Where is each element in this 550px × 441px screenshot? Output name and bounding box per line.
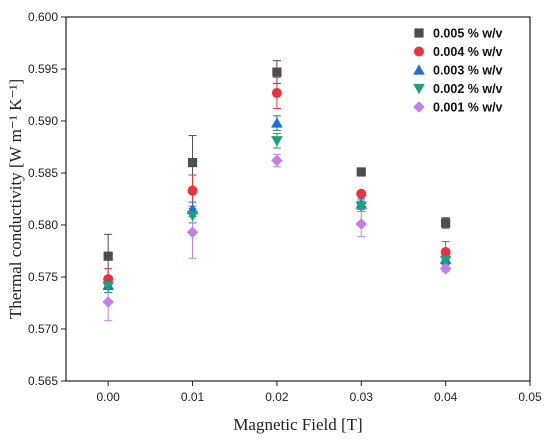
legend-label: 0.003 % w/v <box>433 64 503 78</box>
data-point <box>103 251 113 261</box>
y-tick-label: 0.565 <box>28 374 58 388</box>
data-point <box>441 218 451 228</box>
y-tick-label: 0.575 <box>28 270 58 284</box>
legend-marker <box>414 28 424 38</box>
data-point <box>271 154 283 167</box>
x-tick-label: 0.03 <box>350 390 374 404</box>
y-tick-label: 0.580 <box>28 218 58 232</box>
data-point <box>271 117 283 128</box>
y-tick-label: 0.595 <box>28 62 58 76</box>
legend-label: 0.004 % w/v <box>433 45 503 59</box>
error-bars <box>104 60 450 322</box>
legend-marker <box>413 101 425 113</box>
data-point <box>440 247 451 258</box>
plot-frame <box>65 16 531 382</box>
data-point <box>271 87 282 98</box>
data-point <box>355 201 368 213</box>
data-point <box>272 67 282 77</box>
x-tick-label: 0.00 <box>97 390 121 404</box>
x-tick-label: 0.01 <box>181 390 205 404</box>
data-point <box>187 158 198 168</box>
data-point <box>102 296 114 308</box>
y-axis-title: Thermal conductivity [W m⁻¹ K⁻¹] <box>6 79 25 319</box>
legend-marker <box>413 64 425 75</box>
data-point <box>356 188 367 199</box>
y-tick-label: 0.590 <box>28 114 58 128</box>
legend-marker <box>414 46 424 57</box>
legend-label: 0.002 % w/v <box>433 82 503 96</box>
legend-label: 0.001 % w/v <box>433 101 503 115</box>
data-point <box>186 211 199 222</box>
y-tick-label: 0.585 <box>28 166 58 180</box>
data-point <box>439 262 452 275</box>
legend: 0.005 % w/v 0.004 % w/v 0.003 % w/v 0.002 %… <box>413 27 503 115</box>
x-axis: 0.00 0.01 0.02 0.03 0.04 0.05 <box>97 381 542 404</box>
data-point <box>356 167 366 177</box>
data-point <box>271 136 283 147</box>
data-point <box>103 274 114 285</box>
data-points <box>102 67 452 308</box>
x-tick-label: 0.04 <box>434 390 458 404</box>
data-point <box>187 185 198 196</box>
y-axis: 0.565 0.570 0.575 0.580 0.585 0.590 0.595 0.600 <box>28 10 66 388</box>
data-point <box>439 255 452 267</box>
y-tick-label: 0.570 <box>28 322 58 336</box>
y-tick-label: 0.600 <box>28 10 58 24</box>
data-point <box>102 281 114 293</box>
data-point <box>186 226 199 239</box>
x-axis-title: Magnetic Field [T] <box>233 415 362 434</box>
data-point <box>355 218 368 230</box>
x-tick-label: 0.05 <box>518 390 542 404</box>
legend-label: 0.005 % w/v <box>433 27 503 41</box>
x-tick-label: 0.02 <box>265 390 289 404</box>
legend-marker <box>413 83 425 95</box>
